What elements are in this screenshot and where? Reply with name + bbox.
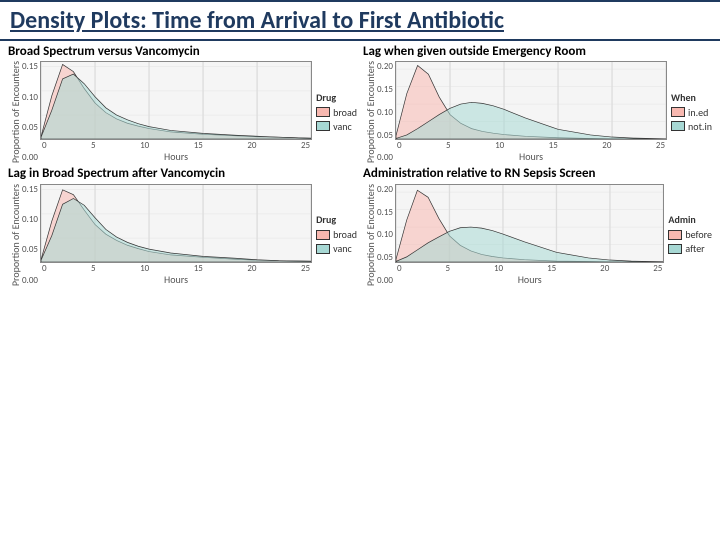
chart-row: Proportion of Encounters0.15 0.10 0.05 0.00…	[8, 184, 357, 286]
y-tick: 0.20	[377, 184, 393, 195]
panel-title: Lag in Broad Spectrum after Vancomycin	[8, 167, 357, 181]
y-axis-label: Proportion of Encounters	[8, 184, 22, 286]
y-tick: 0.05	[377, 130, 393, 141]
legend-item: after	[668, 242, 712, 255]
y-tick: 0.00	[377, 275, 393, 286]
legend-item: in.ed	[671, 106, 712, 119]
y-tick: 0.10	[377, 107, 393, 118]
legend-title: Admin	[668, 213, 712, 226]
chart-grid: Broad Spectrum versus Vancomycin Proporti…	[0, 41, 720, 294]
panel-1: Broad Spectrum versus Vancomycin Proporti…	[8, 45, 357, 163]
y-axis-label: Proportion of Encounters	[363, 61, 377, 163]
chart-box: 0510152025Hours	[40, 184, 312, 286]
y-tick: 0.05	[22, 244, 38, 255]
y-axis-label: Proportion of Encounters	[8, 61, 22, 163]
legend-swatch	[668, 230, 682, 240]
legend-title: Drug	[316, 91, 357, 104]
panel-title: Broad Spectrum versus Vancomycin	[8, 45, 357, 59]
plot-area	[395, 184, 664, 263]
x-axis-label: Hours	[395, 273, 664, 286]
plot-area	[395, 61, 667, 140]
legend-swatch	[671, 121, 685, 131]
legend-swatch	[316, 107, 330, 117]
legend: Admin beforeafter	[664, 184, 712, 286]
legend: Drug broadvanc	[312, 184, 357, 286]
legend-item: broad	[316, 106, 357, 119]
panel-2: Lag in Broad Spectrum after Vancomycin Pr…	[8, 167, 357, 285]
chart-row: Proportion of Encounters0.15 0.10 0.05 0.00…	[8, 61, 357, 163]
chart-box: 0510152025Hours	[40, 61, 312, 163]
y-tick: 0.10	[22, 214, 38, 225]
legend-title: When	[671, 91, 712, 104]
legend-label: vanc	[333, 120, 352, 133]
density-series	[41, 74, 311, 139]
panel-3: Lag when given outside Emergency Room Pro…	[363, 45, 712, 163]
legend-label: after	[685, 242, 704, 255]
plot-area	[40, 61, 312, 140]
y-tick: 0.00	[22, 275, 38, 286]
y-tick: 0.15	[377, 84, 393, 95]
legend-item: not.in	[671, 120, 712, 133]
y-tick: 0.05	[22, 122, 38, 133]
density-series	[41, 198, 311, 262]
legend-swatch	[668, 244, 682, 254]
page-title: Density Plots: Time from Arrival to Firs…	[10, 6, 710, 35]
panel-title: Lag when given outside Emergency Room	[363, 45, 712, 59]
legend-item: before	[668, 228, 712, 241]
legend-item: vanc	[316, 242, 357, 255]
y-tick: 0.15	[22, 61, 38, 72]
y-tick: 0.10	[22, 92, 38, 103]
y-ticks: 0.20 0.15 0.10 0.05 0.00	[377, 184, 395, 286]
y-tick: 0.05	[377, 252, 393, 263]
panel-title: Administration relative to RN Sepsis Scr…	[363, 167, 712, 181]
y-tick: 0.15	[22, 184, 38, 195]
x-axis-label: Hours	[395, 150, 667, 163]
panel-4: Administration relative to RN Sepsis Scr…	[363, 167, 712, 285]
y-tick: 0.20	[377, 61, 393, 72]
legend-swatch	[671, 107, 685, 117]
legend: Drug broadvanc	[312, 61, 357, 163]
chart-row: Proportion of Encounters0.20 0.15 0.10 0.05…	[363, 184, 712, 286]
legend-label: not.in	[688, 120, 712, 133]
legend-swatch	[316, 244, 330, 254]
legend-label: broad	[333, 228, 357, 241]
legend-label: vanc	[333, 242, 352, 255]
legend: When in.ednot.in	[667, 61, 712, 163]
legend-label: before	[685, 228, 712, 241]
legend-swatch	[316, 121, 330, 131]
y-ticks: 0.15 0.10 0.05 0.00	[22, 184, 40, 286]
y-tick: 0.00	[377, 152, 393, 163]
chart-box: 0510152025Hours	[395, 184, 664, 286]
x-axis-label: Hours	[40, 150, 312, 163]
legend-title: Drug	[316, 213, 357, 226]
y-tick: 0.10	[377, 229, 393, 240]
legend-item: broad	[316, 228, 357, 241]
legend-item: vanc	[316, 120, 357, 133]
y-tick: 0.15	[377, 207, 393, 218]
chart-row: Proportion of Encounters0.20 0.15 0.10 0.05…	[363, 61, 712, 163]
y-tick: 0.00	[22, 152, 38, 163]
legend-swatch	[316, 230, 330, 240]
y-ticks: 0.15 0.10 0.05 0.00	[22, 61, 40, 163]
y-ticks: 0.20 0.15 0.10 0.05 0.00	[377, 61, 395, 163]
y-axis-label: Proportion of Encounters	[363, 184, 377, 286]
title-bar: Density Plots: Time from Arrival to Firs…	[0, 0, 720, 41]
plot-area	[40, 184, 312, 263]
x-axis-label: Hours	[40, 273, 312, 286]
legend-label: broad	[333, 106, 357, 119]
chart-box: 0510152025Hours	[395, 61, 667, 163]
legend-label: in.ed	[688, 106, 708, 119]
